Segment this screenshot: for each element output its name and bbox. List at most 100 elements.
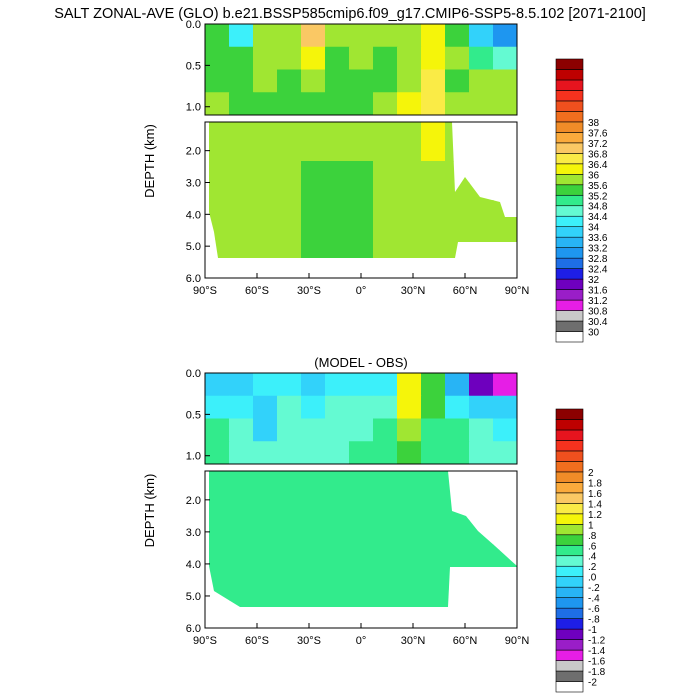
colorbar-label: -.6: [588, 604, 600, 615]
field-cell: [421, 122, 446, 162]
field-cell: [373, 373, 398, 397]
field-cell: [277, 122, 302, 162]
field-cell: [325, 122, 350, 162]
field-cell: [349, 239, 374, 258]
field-cell: [349, 122, 374, 162]
field-cell: [373, 510, 398, 551]
y-tick-label: 0.0: [186, 19, 201, 31]
colorbar-label: -1.4: [588, 646, 606, 657]
field-cell: [493, 46, 517, 71]
field-cell: [421, 588, 446, 607]
field-cell: [373, 122, 398, 162]
colorbar-box: [555, 503, 584, 515]
field-cell: [253, 395, 278, 420]
field-cell: [469, 46, 494, 71]
field-cell: [253, 549, 278, 590]
field-cell: [229, 24, 254, 48]
field-cell: [373, 92, 398, 116]
colorbar-box: [555, 90, 584, 102]
field-cell: [373, 161, 398, 201]
field-cell: [397, 373, 422, 397]
field-cell: [373, 24, 398, 48]
colorbar-label: 31.6: [588, 286, 608, 297]
colorbar-box: [555, 576, 584, 588]
field-layer: [205, 373, 517, 607]
colorbar-label: 35.6: [588, 181, 608, 192]
field-cell: [421, 441, 446, 465]
colorbar-box: [555, 429, 584, 441]
colorbar-box: [555, 450, 584, 462]
field-cell: [301, 549, 326, 590]
colorbar-label: 31.2: [588, 296, 608, 307]
field-cell: [325, 46, 350, 71]
field-cell: [445, 441, 470, 465]
field-cell: [277, 441, 302, 465]
colorbar-box: [555, 236, 584, 248]
field-cell: [421, 239, 446, 258]
field-cell: [205, 46, 230, 71]
field-cell: [445, 588, 470, 607]
colorbar-label: 34: [588, 223, 600, 234]
field-cell: [253, 122, 278, 162]
y-tick-label: 6.0: [186, 273, 201, 285]
field-cell: [397, 471, 422, 511]
colorbar-box: [555, 173, 584, 186]
field-cell: [205, 441, 230, 465]
colorbar-box: [555, 597, 584, 609]
field-cell: [469, 418, 494, 442]
colorbar-label: 32.4: [588, 265, 608, 276]
field-cell: [373, 395, 398, 420]
x-tick-label: 30°S: [297, 635, 321, 647]
y-tick-label: 0.5: [186, 409, 201, 421]
field-cell: [229, 395, 254, 420]
field-cell: [493, 92, 517, 116]
colorbar-box: [555, 278, 584, 290]
field-cell: [493, 510, 517, 551]
field-cell: [397, 92, 422, 116]
colorbar-box: [555, 320, 584, 332]
field-cell: [469, 395, 494, 420]
field-cell: [205, 161, 230, 201]
field-cell: [469, 24, 494, 48]
colorbar-label: 2: [588, 468, 594, 479]
field-cell: [325, 69, 350, 93]
field-cell: [301, 161, 326, 201]
field-cell: [229, 200, 254, 240]
x-tick-label: 30°S: [297, 285, 321, 297]
field-layer: [205, 24, 517, 258]
colorbar-box: [555, 268, 584, 280]
field-cell: [421, 161, 446, 201]
colorbar-box: [555, 471, 584, 483]
colorbar-label: -1.6: [588, 657, 606, 668]
colorbar-box: [555, 226, 584, 238]
y-tick-label: 1.0: [186, 451, 201, 463]
field-cell: [445, 549, 470, 590]
field-cell: [205, 418, 230, 442]
colorbar-box: [555, 461, 584, 473]
y-tick-label: 5.0: [186, 241, 201, 253]
field-cell: [277, 161, 302, 201]
field-cell: [325, 441, 350, 465]
field-cell: [349, 418, 374, 442]
colorbar-box: [555, 628, 584, 640]
field-cell: [253, 69, 278, 93]
field-cell: [229, 46, 254, 71]
field-cell: [205, 471, 230, 511]
field-cell: [397, 510, 422, 551]
field-cell: [445, 395, 470, 420]
colorbar-label: 1: [588, 520, 594, 531]
field-cell: [277, 373, 302, 397]
field-cell: [301, 510, 326, 551]
colorbar-label: 30: [588, 328, 600, 339]
colorbar-box: [555, 555, 584, 567]
field-cell: [349, 441, 374, 465]
upper-frame: [204, 23, 518, 116]
colorbar-box: [555, 215, 584, 228]
field-cell: [469, 510, 494, 551]
field-cell: [397, 122, 422, 162]
field-cell: [445, 122, 470, 162]
x-tick-label: 60°S: [245, 635, 269, 647]
field-cell: [277, 588, 302, 607]
colorbar-label: 34.4: [588, 212, 608, 223]
field-cell: [469, 471, 494, 511]
